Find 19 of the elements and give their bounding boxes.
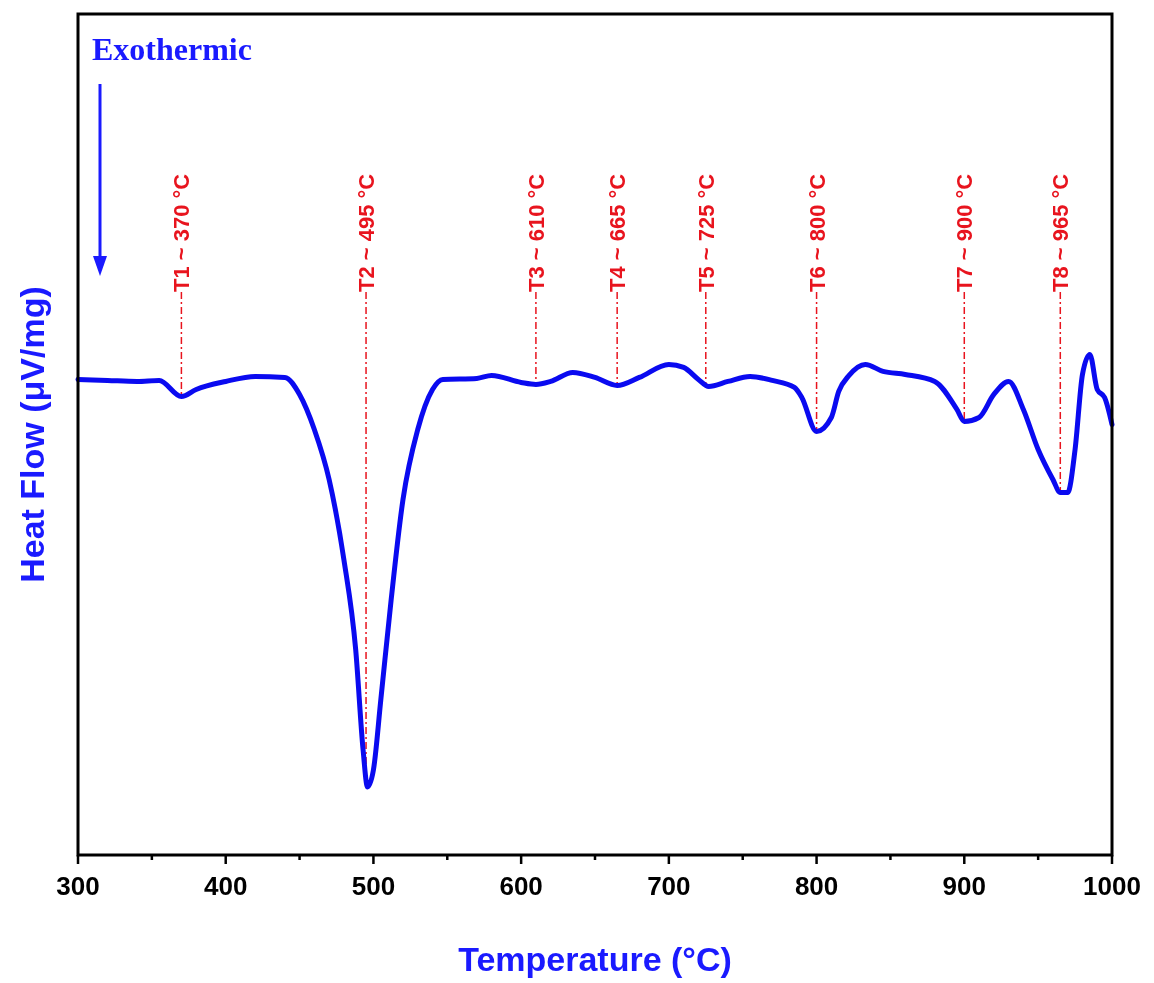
x-tick-label: 500: [351, 871, 396, 901]
ref-line-label: T6 ~ 800 °C: [804, 173, 830, 292]
x-tick-label: 600: [499, 871, 543, 901]
x-tick-label: 300: [56, 871, 100, 901]
ref-line-label: T5 ~ 725 °C: [693, 173, 719, 292]
ref-line-label: T3 ~ 610 °C: [523, 173, 549, 292]
x-tick-label: 1000: [1083, 871, 1141, 901]
x-tick-label: 400: [204, 871, 248, 901]
ref-line-label: T7 ~ 900 °C: [952, 173, 978, 292]
x-tick-label: 900: [942, 871, 986, 901]
ref-line-label: T8 ~ 965 °C: [1048, 173, 1074, 292]
ref-line-label: T2 ~ 495 °C: [354, 173, 380, 292]
ref-line-label: T4 ~ 665 °C: [605, 173, 631, 292]
text: Exothermic: [92, 31, 252, 67]
y-axis-title: Heat Flow (μV/mg): [13, 286, 51, 583]
x-tick-label: 700: [647, 871, 691, 901]
x-tick-label: 800: [794, 871, 839, 901]
x-axis-title: Temperature (°C): [458, 940, 732, 978]
ref-line-label: T1 ~ 370 °C: [169, 173, 195, 292]
